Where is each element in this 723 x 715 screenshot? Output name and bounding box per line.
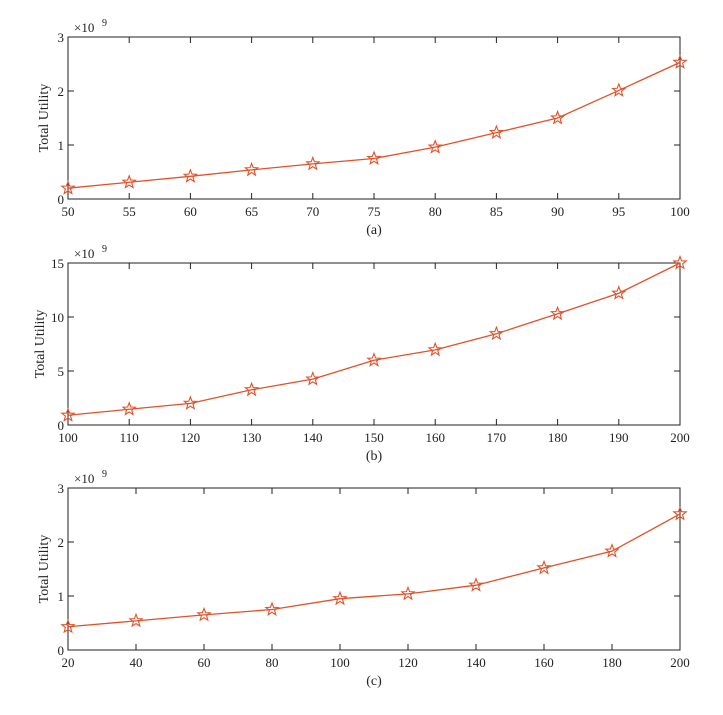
y-multiplier: ×10 xyxy=(74,471,94,486)
series-line xyxy=(67,513,681,628)
x-tick-label: 180 xyxy=(602,655,622,670)
x-tick-label: 140 xyxy=(466,655,486,670)
axes-box xyxy=(67,36,681,200)
x-tick-label: 190 xyxy=(609,430,629,445)
x-tick-label: 50 xyxy=(62,204,75,219)
data-point-star xyxy=(366,352,382,367)
data-point-star xyxy=(60,407,76,422)
series-line xyxy=(67,61,681,189)
data-point-star xyxy=(128,612,144,628)
x-tick-label: 200 xyxy=(670,655,690,670)
data-point-star xyxy=(672,254,688,270)
data-point-star xyxy=(182,395,199,410)
x-tick-label: 180 xyxy=(548,430,568,445)
x-tick-label: 150 xyxy=(364,430,384,445)
data-point-star xyxy=(264,601,280,617)
data-point-star xyxy=(60,180,76,195)
data-point-star xyxy=(604,543,620,558)
x-tick-label: 160 xyxy=(425,430,445,445)
x-tick-label: 100 xyxy=(330,655,350,670)
data-point-star xyxy=(332,590,348,606)
subplot-a: 50 55 60 65 70 75 80 85 90 95 100 0 1 2 3 ×10 9 Total Uti… xyxy=(37,18,690,238)
data-point-star xyxy=(243,381,260,397)
data-point-star xyxy=(400,585,416,601)
y-tick-label: 3 xyxy=(58,30,65,45)
x-tick-label: 140 xyxy=(303,430,323,445)
data-point-star xyxy=(427,139,443,154)
data-point-star xyxy=(60,618,76,634)
data-point-star xyxy=(427,341,443,357)
data-point-star xyxy=(488,124,505,140)
x-tick-label: 200 xyxy=(670,430,690,445)
data-point-star xyxy=(488,325,505,341)
axes-box xyxy=(67,487,681,651)
subplot-caption: (c) xyxy=(366,674,382,689)
x-tick-label: 95 xyxy=(612,204,625,219)
subplot-b: 100 110 120 130 140 150 160 170 180 190 200 0 5 10 15 ×… xyxy=(33,244,690,464)
x-tick-label: 100 xyxy=(670,204,690,219)
data-point-star xyxy=(468,577,484,592)
y-axis-label: Total Utility xyxy=(37,535,52,604)
data-point-star xyxy=(121,401,137,416)
y-tick-label: 0 xyxy=(58,192,65,207)
y-tick-label: 0 xyxy=(58,643,65,658)
x-tick-label: 40 xyxy=(130,655,143,670)
y-exponent: 9 xyxy=(102,18,107,29)
x-tick-label: 130 xyxy=(242,430,262,445)
data-point-star xyxy=(611,285,627,300)
y-tick-label: 2 xyxy=(58,84,65,99)
data-point-star xyxy=(672,54,688,69)
data-point-star xyxy=(121,174,137,189)
y-tick-label: 5 xyxy=(58,364,65,379)
y-tick-label: 1 xyxy=(58,589,65,604)
series-line xyxy=(67,262,681,416)
x-tick-label: 90 xyxy=(551,204,564,219)
data-point-star xyxy=(549,109,566,125)
y-tick-label: 0 xyxy=(58,418,65,433)
data-point-star xyxy=(672,505,688,521)
subplot-caption: (b) xyxy=(366,449,383,464)
data-point-star xyxy=(196,606,212,622)
x-tick-label: 160 xyxy=(534,655,554,670)
y-tick-label: 3 xyxy=(58,481,65,496)
data-point-star xyxy=(536,559,552,575)
data-point-star xyxy=(243,161,260,177)
data-point-star xyxy=(366,150,382,166)
data-point-star xyxy=(611,82,627,97)
data-point-star xyxy=(305,371,321,386)
y-exponent: 9 xyxy=(102,469,107,480)
x-tick-label: 110 xyxy=(120,430,139,445)
x-tick-label: 85 xyxy=(490,204,503,219)
data-point-star xyxy=(305,155,321,171)
x-tick-label: 120 xyxy=(181,430,201,445)
y-tick-label: 2 xyxy=(58,535,65,550)
x-tick-label: 80 xyxy=(429,204,442,219)
subplot-c: 20 40 60 80 100 120 140 160 180 200 0 1 2 3 ×10 9 Total … xyxy=(37,469,690,689)
x-tick-label: 100 xyxy=(58,430,78,445)
y-multiplier: ×10 xyxy=(74,246,94,261)
y-tick-label: 15 xyxy=(51,256,64,271)
x-tick-label: 60 xyxy=(198,655,211,670)
x-tick-label: 120 xyxy=(398,655,418,670)
y-multiplier: ×10 xyxy=(74,20,94,35)
y-exponent: 9 xyxy=(102,244,107,255)
x-tick-label: 70 xyxy=(306,204,319,219)
x-tick-label: 20 xyxy=(62,655,75,670)
data-point-star xyxy=(182,168,199,183)
y-axis-label: Total Utility xyxy=(33,310,48,379)
axes-box xyxy=(67,262,681,426)
data-point-star xyxy=(549,305,566,321)
y-axis-label: Total Utility xyxy=(37,84,52,153)
x-tick-label: 60 xyxy=(184,204,197,219)
x-tick-label: 65 xyxy=(245,204,258,219)
x-tick-label: 170 xyxy=(487,430,507,445)
x-tick-label: 80 xyxy=(266,655,279,670)
x-tick-label: 75 xyxy=(368,204,381,219)
subplot-caption: (a) xyxy=(366,223,382,238)
x-tick-label: 55 xyxy=(123,204,136,219)
y-tick-label: 10 xyxy=(51,310,64,325)
y-tick-label: 1 xyxy=(58,138,65,153)
